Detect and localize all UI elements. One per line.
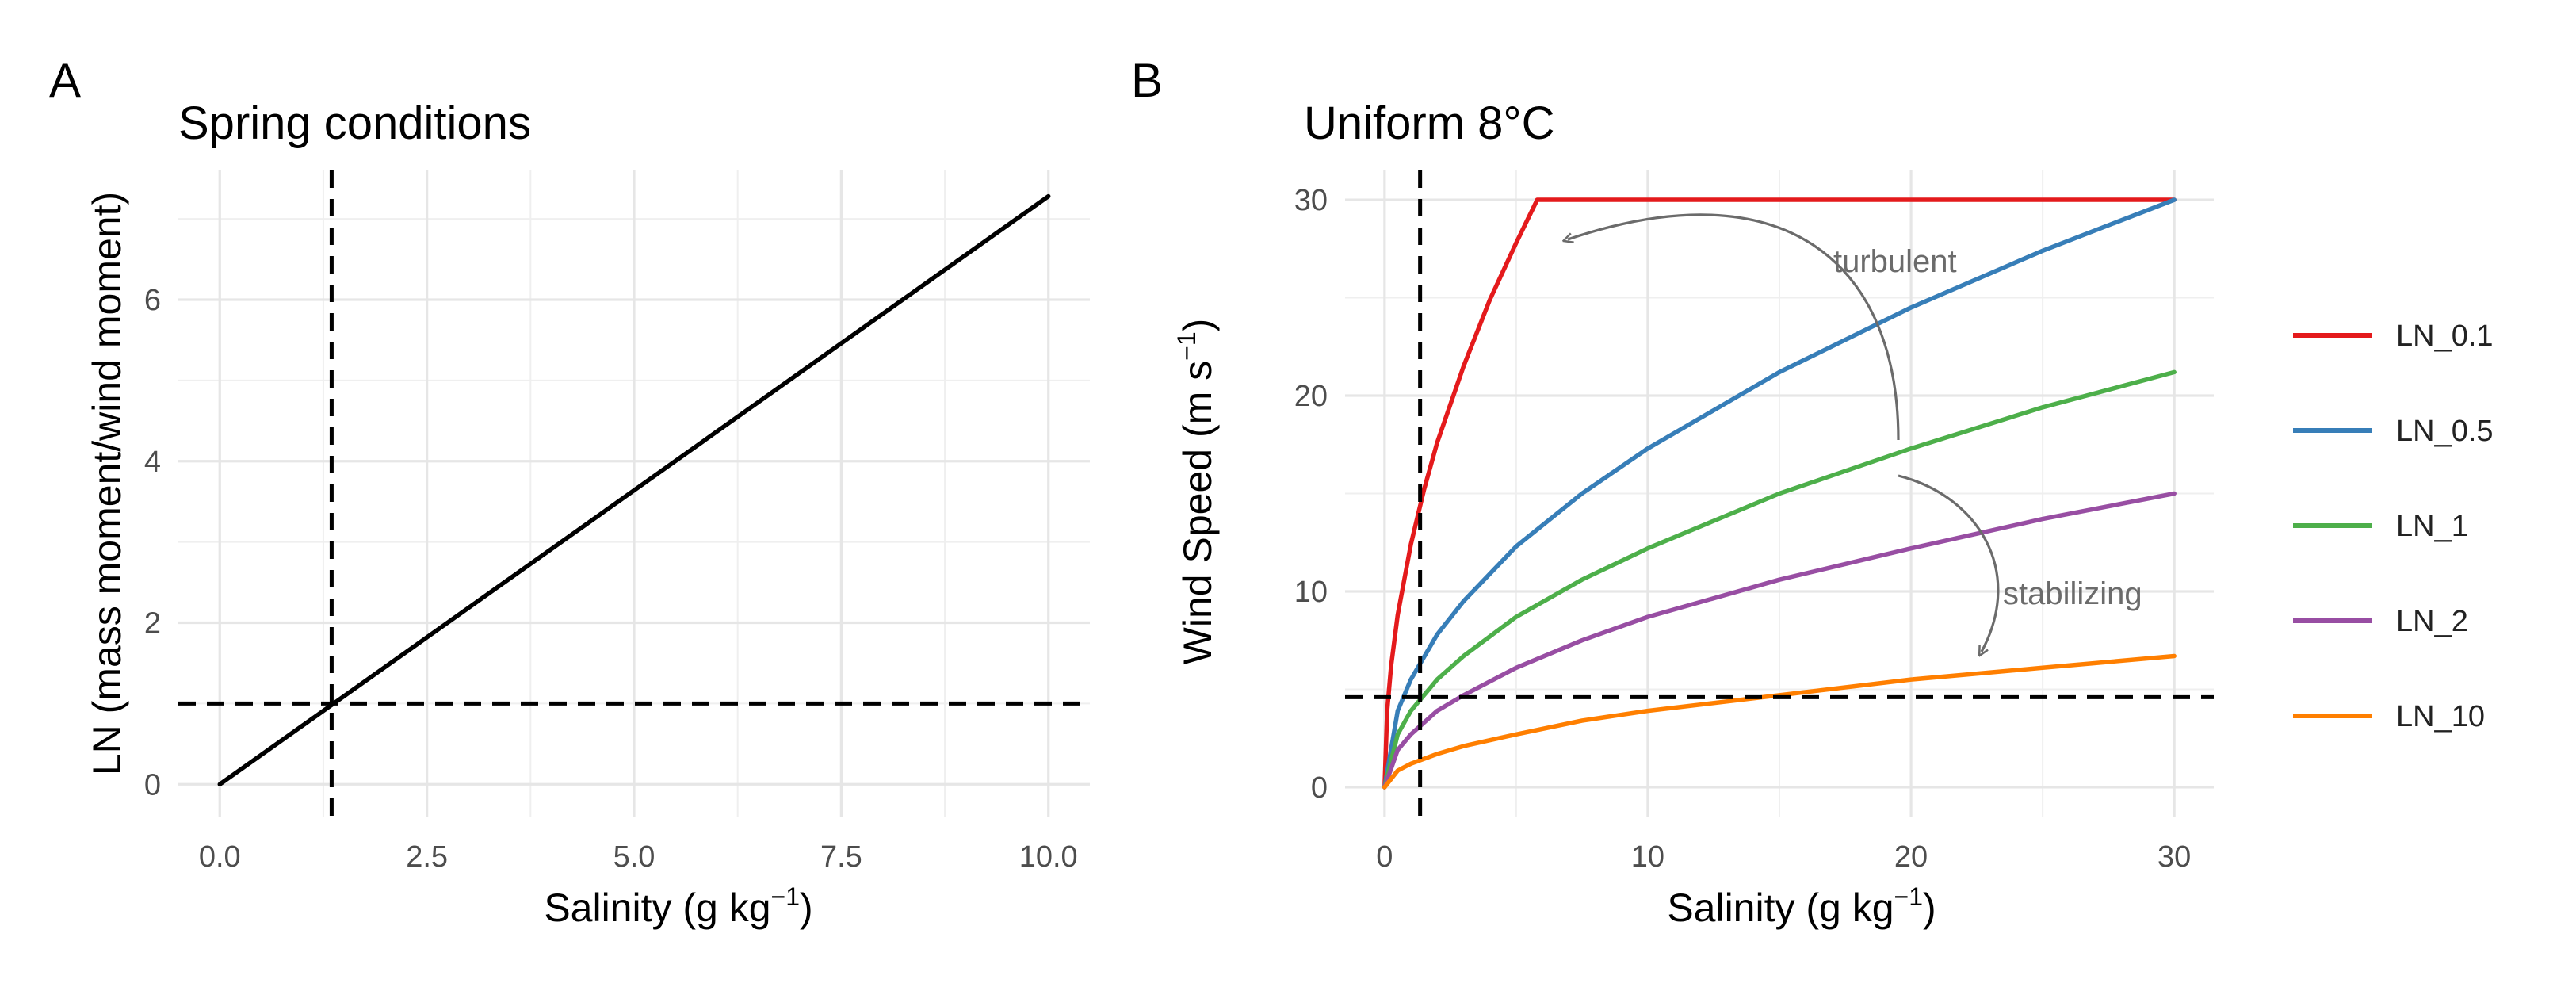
x-tick-label: 10.0	[1019, 840, 1078, 874]
legend-label: LN_2	[2396, 605, 2468, 638]
panel-a-title: Spring conditions	[178, 98, 531, 149]
panel-b-x-ticks: 0 10 20 30	[1376, 840, 2191, 874]
x-tick-label: 30	[2157, 840, 2191, 874]
panel-b-ref-lines	[1345, 170, 2214, 817]
panel-a-ref-lines	[178, 170, 1090, 817]
panel-a-y-ticks: 0 2 4 6	[144, 284, 161, 802]
x-tick-label: 10	[1631, 840, 1664, 874]
panel-a: A Spring conditions 0.0 2.5 5.0 7.5 10.0 0 2 4…	[49, 54, 1090, 930]
series-line-ln-0-5	[1382, 197, 2177, 790]
legend: LN_0.1 LN_0.5 LN_1 LN_2 LN_10	[2293, 319, 2494, 733]
panel-a-grid	[178, 170, 1090, 817]
y-tick-label: 4	[144, 446, 161, 479]
y-tick-label: 10	[1294, 576, 1328, 609]
panel-b-y-axis-title: Wind Speed (m s−1)	[1172, 319, 1220, 665]
panel-b-y-ticks: 0 10 20 30	[1294, 184, 1328, 805]
panel-b-x-axis-title: Salinity (g kg−1)	[1667, 882, 1936, 930]
series-line-ln-1	[1382, 369, 2177, 790]
legend-label: LN_0.1	[2396, 319, 2494, 353]
y-tick-label: 0	[144, 768, 161, 802]
x-tick-label: 20	[1894, 840, 1928, 874]
y-tick-label: 20	[1294, 380, 1328, 413]
panel-b-title: Uniform 8°C	[1304, 98, 1554, 149]
stabilizing-arrow	[1898, 474, 2000, 652]
legend-label: LN_1	[2396, 510, 2468, 543]
turbulent-arrow	[1568, 213, 1900, 441]
x-tick-label: 2.5	[406, 840, 448, 874]
turbulent-label: turbulent	[1833, 244, 1957, 279]
series-line-ln-0-1	[1382, 197, 2177, 790]
x-tick-label: 5.0	[613, 840, 655, 874]
x-tick-label: 0.0	[199, 840, 241, 874]
series-line-ln-2	[1382, 491, 2177, 790]
panel-a-x-axis-title: Salinity (g kg−1)	[544, 882, 812, 930]
panel-b: B Uniform 8°C 0 10 20 30 0 10 20 30 Salinity (…	[1131, 54, 2214, 930]
panel-a-series	[217, 193, 1051, 787]
y-tick-label: 0	[1311, 771, 1328, 805]
series-line-main	[217, 193, 1051, 787]
legend-label: LN_0.5	[2396, 415, 2494, 448]
series-line-ln-10	[1382, 653, 2177, 790]
y-tick-label: 6	[144, 284, 161, 317]
panel-a-y-axis-title: LN (mass moment/wind moment)	[85, 192, 129, 775]
stabilizing-label: stabilizing	[2003, 576, 2142, 611]
panel-a-x-ticks: 0.0 2.5 5.0 7.5 10.0	[199, 840, 1078, 874]
panel-a-letter: A	[49, 54, 81, 107]
x-tick-label: 0	[1376, 840, 1393, 874]
legend-label: LN_10	[2396, 700, 2485, 733]
x-tick-label: 7.5	[820, 840, 862, 874]
panel-b-letter: B	[1131, 54, 1163, 107]
panel-b-series	[1382, 197, 2177, 790]
y-tick-label: 2	[144, 607, 161, 641]
y-tick-label: 30	[1294, 184, 1328, 217]
